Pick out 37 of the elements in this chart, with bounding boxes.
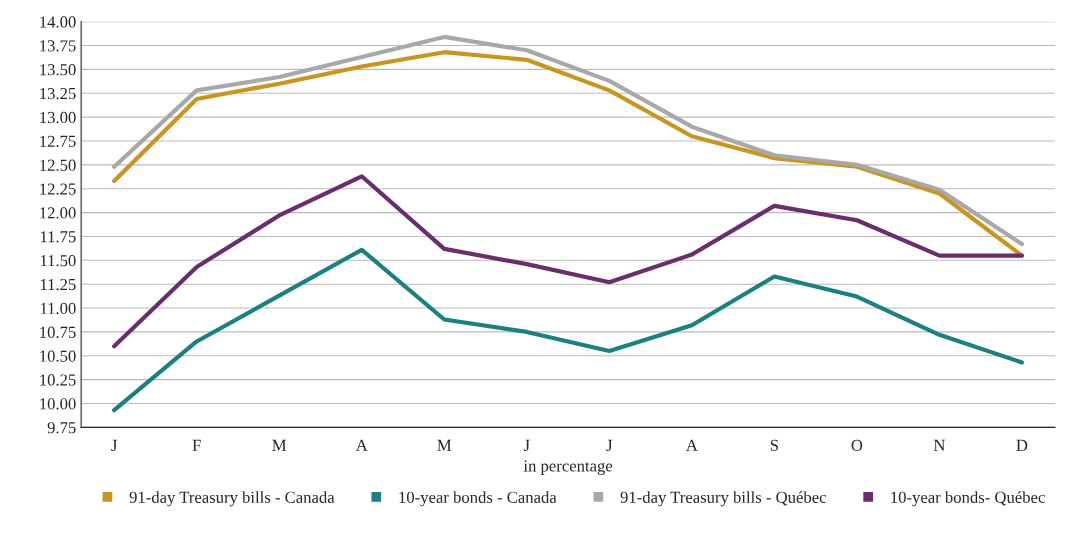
y-tick-label: 13.50: [40, 64, 76, 76]
x-tick-label: J: [111, 439, 118, 451]
x-tick-label: J: [523, 439, 530, 451]
y-tick-label: 10.75: [40, 326, 76, 338]
y-tick-label: 12.50: [40, 159, 76, 171]
line-series: [112, 247, 1025, 413]
x-tick-label: O: [851, 439, 863, 451]
x-tick-label: S: [770, 439, 778, 451]
y-tick-label: 13.00: [40, 111, 76, 124]
line-series: [112, 174, 1025, 349]
y-tick-label: 14.00: [40, 16, 76, 28]
y-tick-label: 11.25: [40, 278, 76, 291]
y-tick-label: 9.75: [47, 422, 76, 434]
y-tick-label: 12.00: [40, 207, 76, 219]
y-tick-label: 13.25: [40, 87, 76, 100]
x-tick-label: A: [685, 439, 698, 451]
y-tick-label: 10.00: [40, 398, 76, 410]
y-tick-label: 11.00: [40, 302, 76, 315]
x-tick-label: D: [1016, 439, 1028, 451]
y-tick-label: 10.50: [40, 350, 76, 362]
x-axis-title: in percentage: [523, 460, 613, 475]
x-tick-label: F: [192, 439, 201, 451]
legend-label: 10-year bonds - Canada: [399, 491, 557, 507]
y-tick-label: 11.50: [40, 255, 76, 267]
x-tick-label: J: [606, 439, 613, 451]
x-tick-label: M: [437, 439, 452, 451]
legend-label: 91-day Treasury bills - Québec: [620, 491, 826, 507]
x-tick-label: M: [272, 439, 287, 451]
y-tick-label: 12.75: [40, 135, 76, 147]
y-tick-label: 11.75: [40, 231, 76, 243]
legend-label: 10-year bonds- Québec: [891, 491, 1045, 507]
x-tick-label: A: [355, 439, 368, 451]
y-tick-label: 12.25: [40, 183, 76, 195]
legend-label: 91-day Treasury bills - Canada: [129, 491, 335, 507]
x-tick-label: N: [933, 439, 946, 451]
y-tick-label: 10.25: [40, 374, 76, 386]
y-tick-label: 13.75: [40, 40, 76, 52]
